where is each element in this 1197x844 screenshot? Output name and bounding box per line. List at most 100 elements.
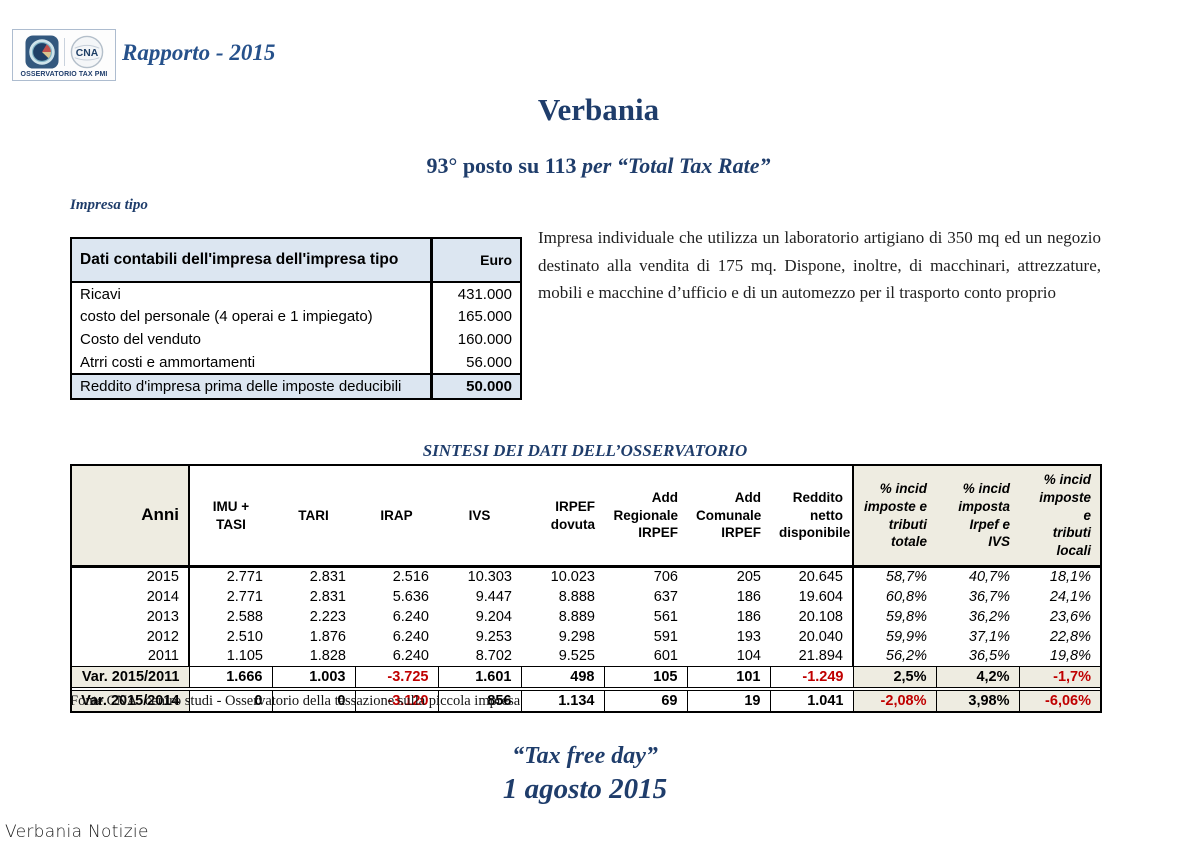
value-cell: 18,1%	[1049, 569, 1091, 586]
var-value-cell: -3.725	[354, 666, 439, 689]
var-value-cell: 1.601	[437, 666, 522, 689]
value-cell: 21.894	[798, 648, 843, 665]
var-value-cell: -1,7%	[1018, 666, 1102, 689]
value-cell: 23,6%	[1049, 608, 1091, 625]
account-row-value: 431.000	[457, 285, 512, 303]
account-table-row: Atrri costi e ammortamenti 56.000	[71, 351, 521, 374]
total-row-value: 50.000	[431, 373, 521, 399]
value-cell: 2.588	[226, 608, 263, 625]
value-cell: 10.023	[550, 569, 595, 586]
sintesi-header-row: Anni IMU + TASI TARI IRAP IVS IRPEF dovuta Add…	[71, 465, 1101, 569]
column-header: % incid imposte e tributi totale	[852, 465, 936, 569]
account-row-label: Ricavi	[71, 282, 433, 305]
value-cell: 2.831	[309, 588, 346, 605]
value-cell: 9.204	[475, 608, 512, 625]
var-row: Var. 2015/2011 1.666 1.003 -3.725 1.601 498 10…	[70, 666, 1102, 689]
value-cell: 19.604	[798, 588, 843, 605]
value-cell: 9.298	[558, 628, 595, 645]
total-row-label: Reddito d'impresa prima delle imposte de…	[71, 373, 433, 399]
value-cell: 9.525	[558, 648, 595, 665]
column-header: % incid imposte e tributi locali	[1019, 465, 1101, 569]
value-cell: 20.108	[798, 608, 843, 625]
value-cell: 591	[653, 628, 678, 645]
account-row-value: 56.000	[466, 353, 512, 371]
cna-logo-text: CNA	[75, 47, 98, 58]
year-cell: 2012	[71, 626, 190, 647]
logo-divider	[63, 37, 65, 66]
account-table-row: Costo del venduto 160.000	[71, 328, 521, 351]
var-value-cell: 69	[603, 690, 688, 713]
value-cell: 2.510	[226, 628, 263, 645]
var-value-cell: 4,2%	[935, 666, 1020, 689]
pie-chart-icon	[24, 34, 59, 69]
value-cell: 2.516	[392, 569, 429, 586]
var-value-cell: 1.134	[520, 690, 605, 713]
value-cell: 56,2%	[852, 646, 936, 667]
value-cell: 10.303	[467, 569, 512, 586]
var-value-cell: 498	[520, 666, 605, 689]
account-row-value: 160.000	[457, 331, 512, 348]
account-header-label: Dati contabili dell'impresa dell'impresa…	[71, 238, 433, 283]
value-cell: 20.040	[798, 628, 843, 645]
value-cell: 2.771	[226, 569, 263, 586]
value-cell: 36,2%	[968, 608, 1010, 625]
var-value-cell: 105	[603, 666, 688, 689]
euro-column-header: Euro	[431, 238, 521, 283]
var-value-cell: 856	[437, 690, 522, 713]
value-cell: 561	[653, 608, 678, 625]
page-title: Verbania	[537, 92, 660, 127]
value-cell: 2.771	[226, 588, 263, 605]
ranking-subtitle: 93° posto su 113 per “Total Tax Rate”	[0, 153, 1197, 179]
value-cell: 6.240	[392, 648, 429, 665]
account-table: Dati contabili dell'impresa dell'impresa…	[70, 237, 522, 400]
column-header: IRAP	[355, 465, 438, 569]
value-cell: 186	[736, 588, 761, 605]
tax-free-day-date: 1 agosto 2015	[502, 773, 668, 805]
value-cell: 8.889	[558, 608, 595, 625]
year-row: 2011 1.105 1.828 6.240 8.702 9.525 601 104 21.89…	[71, 646, 1101, 667]
var-label-cell: Var. 2015/2011	[70, 666, 190, 689]
var-value-cell: 0	[271, 690, 356, 713]
sintesi-section-title: SINTESI DEI DATI DELL’OSSERVATORIO	[422, 441, 748, 460]
value-cell: 5.636	[392, 588, 429, 605]
year-row: 2013 2.588 2.223 6.240 9.204 8.889 561 186 20.10…	[71, 606, 1101, 627]
watermark-text: Verbania Notizie	[5, 822, 149, 842]
column-header: Add Comunale IRPEF	[687, 465, 770, 569]
value-cell: 706	[653, 569, 678, 586]
column-header: IVS	[438, 465, 521, 569]
ranking-text-italic: per “Total Tax Rate”	[582, 153, 771, 178]
value-cell: 59,8%	[852, 606, 936, 627]
year-row: 2012 2.510 1.876 6.240 9.253 9.298 591 193 20.04…	[71, 626, 1101, 647]
value-cell: 205	[736, 569, 761, 586]
value-cell: 1.105	[226, 648, 263, 665]
cna-globe-icon: CNA	[70, 35, 103, 68]
account-table-row: Ricavi 431.000	[71, 282, 521, 305]
value-cell: 637	[653, 588, 678, 605]
value-cell: 2.223	[309, 608, 346, 625]
column-header: Add Regionale IRPEF	[604, 465, 687, 569]
column-header: Reddito netto disponibile	[770, 465, 853, 569]
var-row: Var. 2015/2014 0 0 -3.120 856 1.134 69 19 1.041-…	[70, 690, 1102, 713]
fonte-note: Fonte CNA: centro studi - Osservatorio d…	[70, 693, 521, 709]
var-value-cell: -2,08%	[852, 690, 937, 713]
sintesi-table: Anni IMU + TASI TARI IRAP IVS IRPEF dovuta Add…	[70, 464, 1102, 713]
account-total-row: Reddito d'impresa prima delle imposte de…	[71, 373, 521, 399]
var-value-cell: 101	[686, 666, 771, 689]
value-cell: 6.240	[392, 608, 429, 625]
var-value-cell: 2,5%	[852, 666, 937, 689]
year-cell: 2015	[71, 566, 190, 587]
ranking-text: 93° posto su 113	[426, 153, 583, 178]
var-value-cell: 1.041	[769, 690, 854, 713]
year-cell: 2014	[71, 586, 190, 607]
value-cell: 186	[736, 608, 761, 625]
value-cell: 601	[653, 648, 678, 665]
tax-free-day-block: “Tax free day” 1 agosto 2015	[70, 743, 1100, 806]
column-header: IRPEF dovuta	[521, 465, 604, 569]
value-cell: 59,9%	[852, 626, 936, 647]
year-cell: 2013	[71, 606, 190, 627]
account-row-label: Atrri costi e ammortamenti	[71, 351, 433, 374]
value-cell: 60,8%	[852, 586, 936, 607]
account-row-label: costo del personale (4 operai e 1 impieg…	[71, 305, 433, 328]
logo-icons: CNA	[13, 30, 115, 71]
